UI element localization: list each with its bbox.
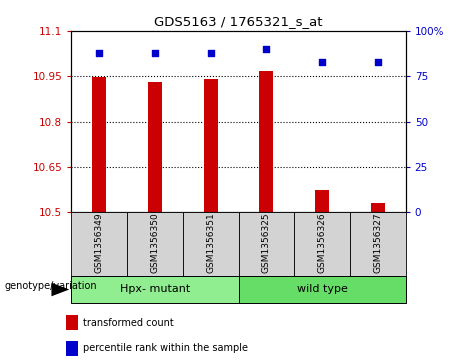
Text: GSM1356350: GSM1356350 — [150, 212, 160, 273]
Point — [207, 50, 214, 56]
Bar — [350, 212, 406, 276]
Bar — [315, 190, 329, 212]
Bar — [204, 79, 218, 212]
Text: wild type: wild type — [297, 285, 348, 294]
Bar — [238, 276, 406, 303]
Bar — [371, 203, 385, 212]
Point — [95, 50, 103, 56]
Bar — [294, 212, 350, 276]
Text: percentile rank within the sample: percentile rank within the sample — [83, 343, 248, 353]
Point — [374, 59, 382, 65]
Bar — [65, 340, 78, 356]
Bar — [92, 77, 106, 212]
Text: GSM1356351: GSM1356351 — [206, 212, 215, 273]
Text: GSM1356325: GSM1356325 — [262, 212, 271, 273]
Text: GSM1356327: GSM1356327 — [373, 212, 382, 273]
Text: GSM1356326: GSM1356326 — [318, 212, 327, 273]
Text: transformed count: transformed count — [83, 318, 174, 328]
Bar — [127, 212, 183, 276]
Text: Hpx- mutant: Hpx- mutant — [120, 285, 190, 294]
Bar — [183, 212, 238, 276]
Bar — [238, 212, 294, 276]
Bar — [71, 276, 239, 303]
Text: genotype/variation: genotype/variation — [5, 281, 97, 291]
Text: GSM1356349: GSM1356349 — [95, 212, 104, 273]
Point — [319, 59, 326, 65]
Bar — [65, 315, 78, 330]
Title: GDS5163 / 1765321_s_at: GDS5163 / 1765321_s_at — [154, 15, 323, 28]
Point — [263, 46, 270, 52]
Bar — [71, 212, 127, 276]
Polygon shape — [52, 283, 69, 296]
Bar — [260, 71, 273, 212]
Point — [151, 50, 159, 56]
Bar — [148, 82, 162, 212]
